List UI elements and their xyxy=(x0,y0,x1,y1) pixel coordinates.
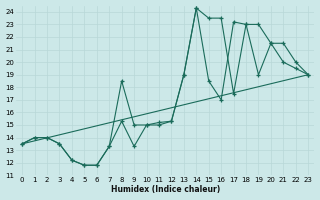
X-axis label: Humidex (Indice chaleur): Humidex (Indice chaleur) xyxy=(111,185,220,194)
